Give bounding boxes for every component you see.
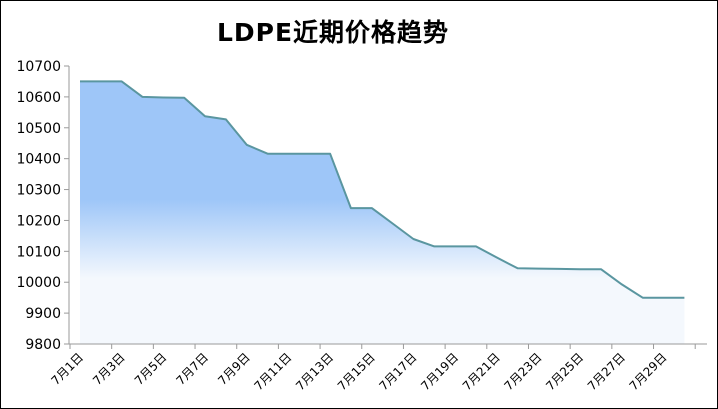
x-tick-label: 7月7日 <box>173 350 211 388</box>
x-tick-label: 7月27日 <box>585 350 628 393</box>
y-tick-label: 10200 <box>16 213 61 229</box>
x-tick-label: 7月25日 <box>543 350 586 393</box>
y-tick-label: 10400 <box>16 152 61 168</box>
series-area <box>80 81 685 345</box>
x-tick-label: 7月15日 <box>335 350 378 393</box>
y-tick-label: 10700 <box>16 59 61 75</box>
x-tick-label: 7月3日 <box>90 350 128 388</box>
y-tick-label: 10600 <box>16 90 61 106</box>
x-tick-label: 7月29日 <box>627 350 670 393</box>
y-tick-label: 10100 <box>16 244 61 260</box>
x-tick-label: 7月17日 <box>376 350 419 393</box>
y-tick-label: 9800 <box>25 337 61 353</box>
x-tick-label: 7月11日 <box>251 350 294 393</box>
x-tick-label: 7月9日 <box>215 350 253 388</box>
y-tick-label: 10300 <box>16 183 61 199</box>
chart-title: LDPE近期价格趋势 <box>216 18 450 47</box>
x-tick-label: 7月19日 <box>418 350 461 393</box>
y-tick-label: 10000 <box>16 275 61 291</box>
x-tick-label: 7月13日 <box>293 350 336 393</box>
series-line <box>80 80 685 299</box>
x-tick-label: 7月5日 <box>132 350 170 388</box>
y-tick-label: 10500 <box>16 121 61 137</box>
x-tick-label: 7月21日 <box>460 350 503 393</box>
y-tick-label: 9900 <box>25 306 61 322</box>
x-tick-label: 7月23日 <box>502 350 545 393</box>
x-tick-label: 7月1日 <box>48 350 86 388</box>
